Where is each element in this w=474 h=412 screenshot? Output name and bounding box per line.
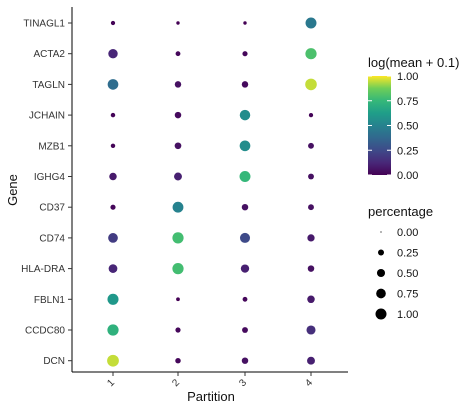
dot-fbln1-1 — [107, 293, 119, 305]
dot-tagln-1 — [107, 79, 119, 90]
dot-dcn-2 — [175, 357, 181, 364]
y-axis-title: Gene — [5, 174, 20, 206]
dot-acta2-1 — [108, 48, 118, 59]
x-tick-label: 2 — [170, 377, 182, 389]
dot-cd74-2 — [172, 232, 184, 244]
dot-mzb1-1 — [110, 143, 116, 149]
y-axis-ticks: TINAGL1 ACTA2 TAGLN JCHAIN MZB1 IGHG4 CD37 CD74… — [21, 19, 72, 367]
color-legend: log(mean + 0.1) 1.00 0.75 0.50 0.25 0.00 — [368, 55, 459, 182]
dot-ccdc80-3 — [242, 327, 248, 333]
dot-cd37-2 — [172, 201, 184, 213]
color-tick-label: 0.75 — [397, 96, 418, 108]
dot-dcn-3 — [241, 357, 249, 364]
color-tick-label: 0.50 — [397, 121, 418, 133]
dot-acta2-4 — [305, 48, 317, 60]
dot-jchain-3 — [239, 109, 251, 121]
size-legend-label: 0.00 — [397, 227, 418, 239]
dot-hla-dra-4 — [307, 265, 315, 272]
y-tick-label: IGHG4 — [34, 172, 66, 183]
dot-cd37-3 — [241, 203, 249, 211]
color-legend-ticks: 1.00 0.75 0.50 0.25 0.00 — [368, 71, 418, 182]
plot-area — [71, 7, 348, 373]
dot-cd74-4 — [307, 234, 315, 242]
y-tick-label: ACTA2 — [34, 49, 66, 60]
color-bar — [368, 76, 391, 175]
dot-mzb1-4 — [308, 142, 314, 149]
y-tick-label: TINAGL1 — [23, 19, 65, 30]
size-legend-dot — [375, 308, 387, 320]
dot-cd37-1 — [110, 204, 116, 210]
y-tick-label: HLA-DRA — [21, 264, 65, 275]
dot-fbln1-3 — [242, 296, 248, 302]
y-tick-label: DCN — [43, 356, 65, 367]
x-tick-label: 1 — [105, 377, 117, 389]
dot-tinagl1-3 — [243, 21, 247, 25]
x-tick-label: 3 — [237, 377, 249, 389]
size-legend-dot — [378, 249, 384, 256]
dot-tagln-2 — [174, 81, 182, 88]
dot-fbln1-4 — [307, 295, 315, 304]
dot-ccdc80-2 — [175, 327, 181, 333]
dot-acta2-3 — [242, 51, 248, 57]
dot-ighg4-3 — [239, 171, 251, 182]
dot-jchain-1 — [110, 112, 116, 118]
x-axis-title: Partition — [187, 389, 235, 404]
dot-ighg4-1 — [109, 172, 117, 181]
dot-ccdc80-4 — [306, 325, 316, 335]
dot-mzb1-3 — [239, 140, 251, 152]
size-legend-title: percentage — [368, 204, 433, 219]
size-legend-dot — [376, 268, 386, 278]
size-legend-label: 0.50 — [397, 268, 418, 280]
dot-hla-dra-1 — [108, 264, 118, 273]
dot-cd74-1 — [108, 233, 118, 243]
y-tick-label: FBLN1 — [34, 295, 66, 306]
dot-ccdc80-1 — [107, 324, 119, 336]
size-legend-items: 0.00 0.25 0.50 0.75 1.00 — [375, 227, 418, 321]
color-legend-title: log(mean + 0.1) — [368, 55, 459, 70]
dot-jchain-2 — [174, 111, 182, 119]
dot-tinagl1-1 — [110, 20, 116, 26]
dot-hla-dra-3 — [240, 264, 250, 273]
size-legend: percentage 0.00 0.25 0.50 0.75 1.00 — [368, 204, 433, 321]
dot-dcn-1 — [107, 354, 119, 367]
y-tick-label: CD37 — [39, 203, 65, 214]
color-tick-label: 0.25 — [397, 145, 418, 157]
dot-tagln-3 — [241, 81, 249, 88]
y-tick-label: MZB1 — [38, 141, 65, 152]
dot-jchain-4 — [308, 112, 314, 118]
dot-mzb1-2 — [174, 142, 182, 150]
dot-tagln-4 — [305, 78, 317, 91]
dot-tinagl1-2 — [176, 21, 180, 25]
dot-tinagl1-4 — [305, 17, 317, 29]
size-legend-label: 0.25 — [397, 248, 418, 260]
color-tick-label: 0.00 — [397, 170, 418, 182]
size-legend-label: 0.75 — [397, 289, 418, 301]
dot-acta2-2 — [175, 51, 181, 57]
y-tick-label: TAGLN — [32, 80, 65, 91]
dot-dcn-4 — [307, 356, 315, 365]
dot-cd74-3 — [239, 232, 251, 243]
y-tick-label: CD74 — [39, 233, 65, 244]
dot-ighg4-2 — [174, 172, 182, 181]
y-tick-label: CCDC80 — [25, 326, 65, 337]
dot-cd37-4 — [308, 204, 314, 211]
dot-fbln1-2 — [176, 297, 180, 302]
dot-hla-dra-2 — [172, 262, 184, 275]
x-axis-ticks: 1 2 3 4 — [105, 372, 315, 389]
size-legend-dot — [380, 231, 382, 233]
y-tick-label: JCHAIN — [29, 111, 65, 122]
size-legend-dot — [376, 288, 386, 299]
x-tick-label: 4 — [303, 377, 315, 389]
color-tick-label: 1.00 — [397, 71, 418, 83]
dot-ighg4-4 — [308, 173, 314, 180]
size-legend-label: 1.00 — [397, 309, 418, 321]
